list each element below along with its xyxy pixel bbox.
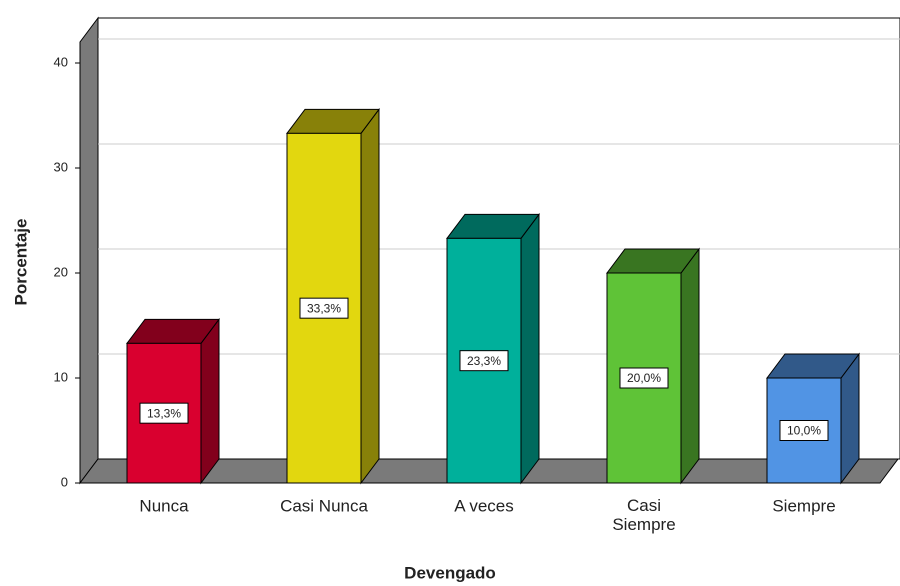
y-tick-label: 20 xyxy=(54,264,68,279)
x-tick-label: Siempre xyxy=(772,496,835,515)
value-label: 23,3% xyxy=(467,354,501,368)
y-tick-label: 10 xyxy=(54,369,68,384)
bar-side xyxy=(520,212,540,485)
value-label: 33,3% xyxy=(307,301,341,315)
y-tick-label: 0 xyxy=(61,474,68,489)
y-axis-title: Porcentaje xyxy=(11,219,30,306)
left-wall xyxy=(79,16,99,485)
value-label-box xyxy=(619,367,669,389)
x-tick-label: Casi Nunca xyxy=(280,496,368,515)
y-tick-label: 40 xyxy=(54,54,68,69)
value-label: 20,0% xyxy=(627,371,661,385)
value-label-box xyxy=(299,297,349,319)
value-label: 13,3% xyxy=(147,406,181,420)
value-label-box xyxy=(459,350,509,372)
bar-side xyxy=(200,317,220,485)
value-label-box xyxy=(779,420,829,441)
bar-side xyxy=(360,107,380,485)
x-axis-title: Devengado xyxy=(404,563,496,582)
value-label-box xyxy=(139,402,189,424)
value-label: 10,0% xyxy=(787,424,821,438)
bar-side xyxy=(680,247,700,485)
x-tick-label: Nunca xyxy=(139,496,189,515)
x-tick-label: A veces xyxy=(454,496,514,515)
x-tick-label: Casi Siempre xyxy=(612,496,675,534)
y-tick-label: 30 xyxy=(54,159,68,174)
